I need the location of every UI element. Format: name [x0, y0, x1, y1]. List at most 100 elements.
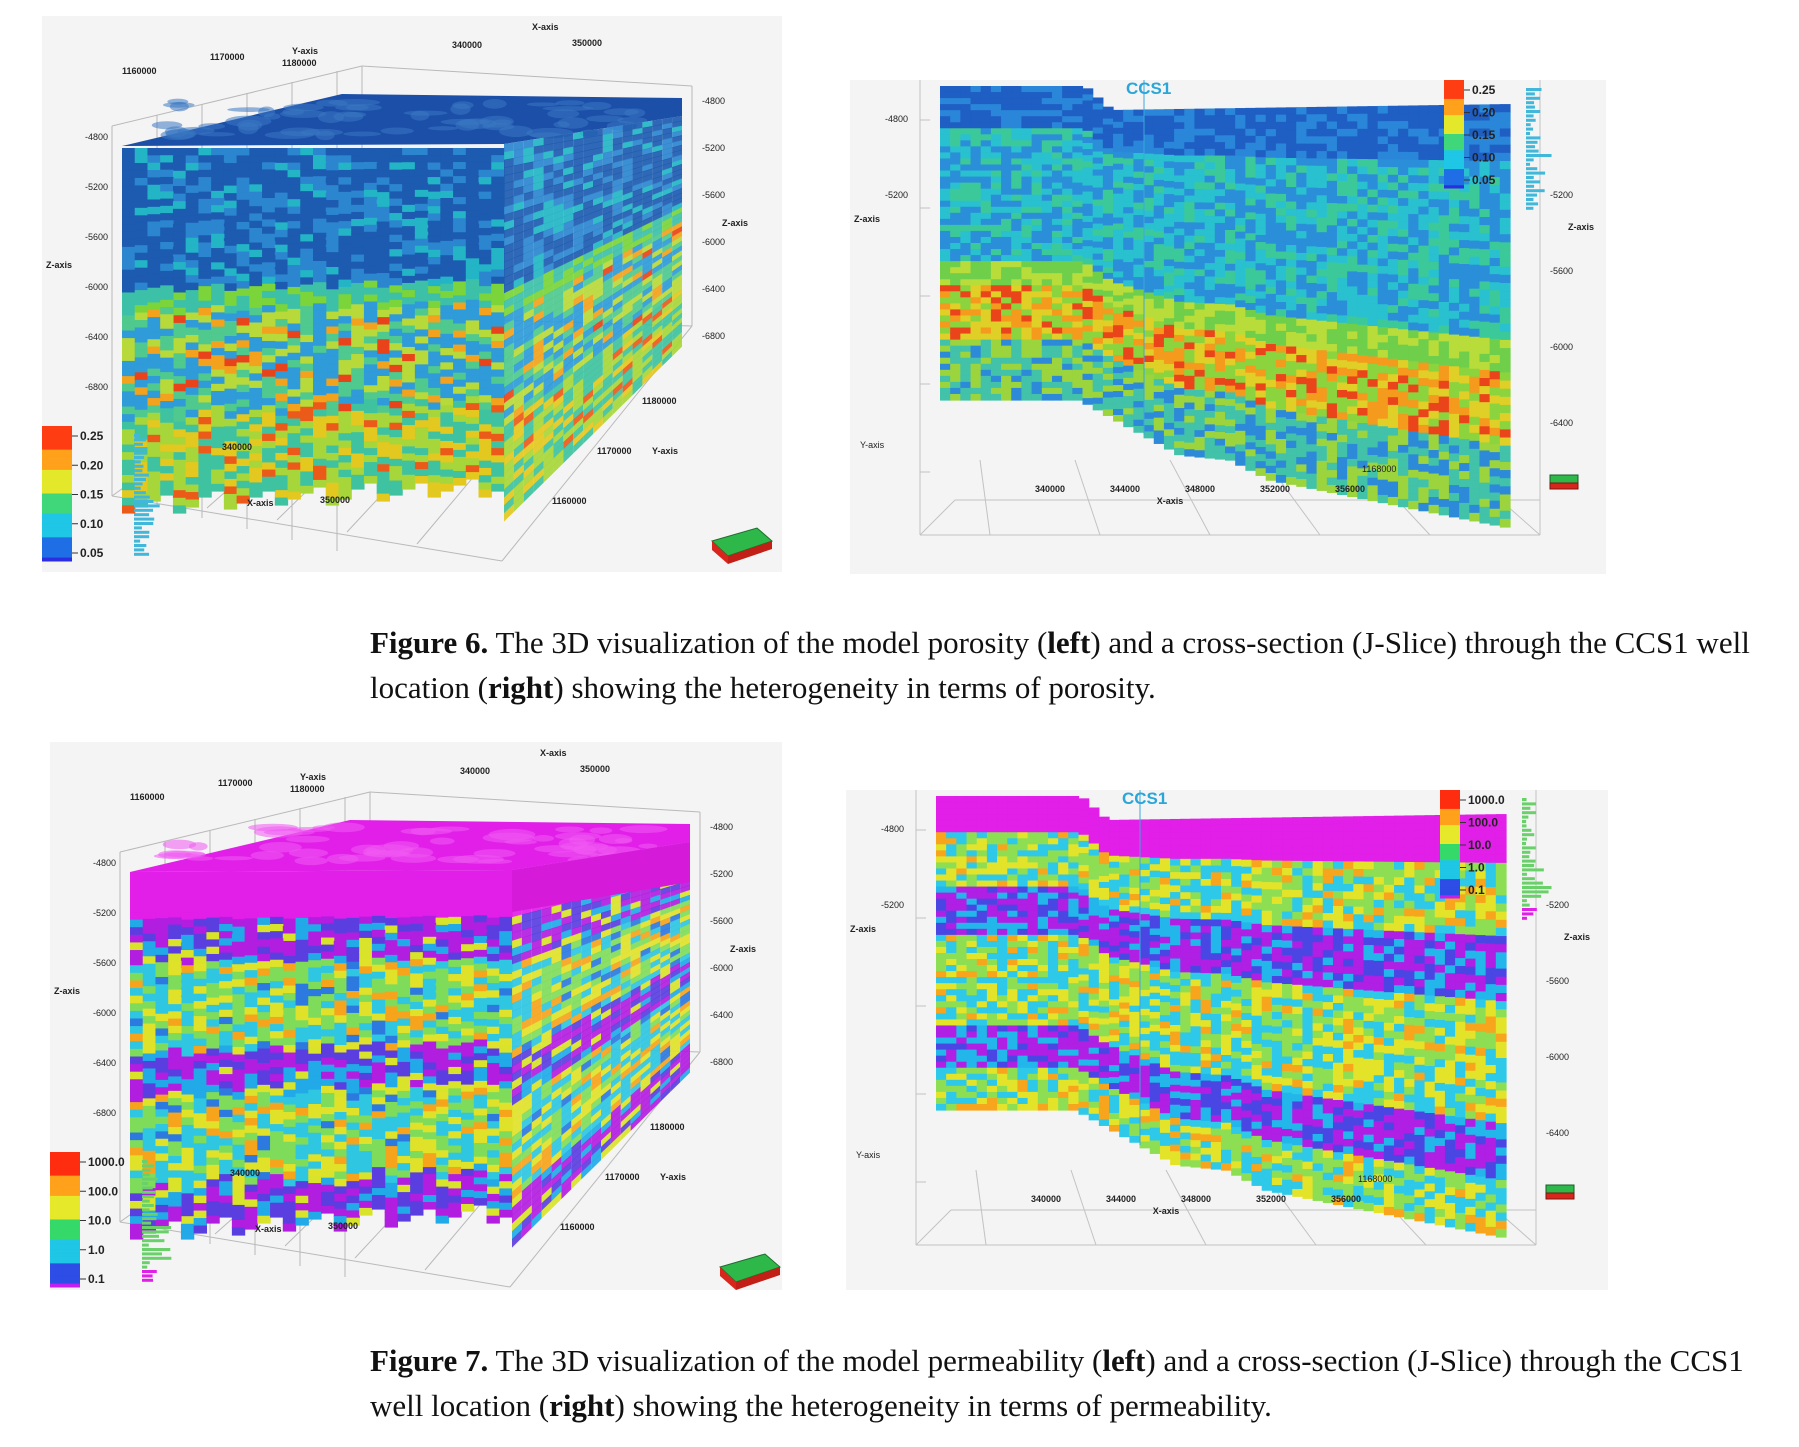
section-cell: [1214, 263, 1226, 271]
model-cell: [543, 164, 554, 175]
model-cell: [211, 326, 225, 335]
section-cell: [1194, 322, 1206, 331]
model-cell: [122, 414, 136, 423]
model-cell: [414, 168, 429, 177]
section-cell: [1153, 179, 1165, 187]
model-cell: [642, 369, 653, 386]
section-cell: [1204, 189, 1216, 197]
model-cell: [523, 447, 534, 465]
model-cell: [632, 122, 643, 131]
model-cell: [338, 265, 352, 273]
section-cell: [990, 375, 1002, 383]
model-cell: [583, 281, 593, 295]
section-cell: [1336, 263, 1348, 272]
model-cell: [513, 163, 524, 174]
section-cell: [1387, 458, 1399, 467]
model-cell: [274, 304, 289, 313]
section-cell: [950, 291, 961, 298]
section-cell: [1102, 385, 1114, 393]
section-cell: [1041, 351, 1053, 359]
model-cell: [543, 395, 554, 411]
model-cell: [612, 340, 623, 355]
model-cell: [249, 249, 263, 258]
section-cell: [1235, 279, 1246, 288]
model-cell: [465, 154, 480, 163]
model-cell: [642, 194, 653, 205]
section-cell: [1102, 124, 1114, 131]
section-cell: [1367, 341, 1379, 350]
section-cell: [1387, 397, 1399, 406]
section-cell: [940, 267, 951, 274]
model-cell: [662, 221, 673, 233]
section-cell: [1143, 185, 1155, 193]
section-cell: [1377, 250, 1389, 260]
section-cell: [940, 152, 951, 160]
colorbar-label: 0.05: [80, 546, 104, 560]
section-cell: [960, 86, 972, 93]
section-cell: [1265, 286, 1277, 295]
section-cell: [1398, 128, 1409, 138]
model-cell: [389, 162, 403, 171]
model-cell: [612, 264, 623, 278]
model-cell: [632, 357, 643, 373]
section-cell: [1153, 237, 1165, 245]
model-cell: [351, 197, 365, 206]
section-cell: [1123, 292, 1134, 300]
model-cell: [325, 497, 340, 506]
section-cell: [990, 381, 1002, 389]
model-cell: [160, 213, 174, 221]
section-cell: [1265, 258, 1277, 266]
section-cell: [1357, 166, 1369, 175]
model-cell: [583, 363, 593, 379]
model-cell: [300, 212, 314, 221]
model-cell: [563, 213, 574, 225]
section-cell: [980, 194, 992, 202]
section-cell: [1184, 269, 1196, 277]
section-cell: [1326, 462, 1338, 471]
section-cell: [970, 212, 982, 220]
top-surface-texture: [342, 111, 367, 118]
section-cell: [1031, 387, 1043, 395]
section-cell: [990, 273, 1002, 280]
section-cell: [1011, 381, 1023, 389]
colorbar-segment: [42, 439, 72, 444]
model-cell: [376, 250, 390, 259]
model-cell: [325, 148, 340, 157]
model-cell: [573, 365, 584, 381]
model-cell: [363, 266, 378, 275]
model-cell: [478, 431, 492, 440]
model-cell: [563, 419, 574, 436]
model-cell: [211, 219, 225, 228]
section-cell: [1133, 221, 1145, 229]
section-cell: [1041, 357, 1053, 365]
model-cell: [351, 446, 365, 455]
section-cell: [1316, 320, 1328, 329]
section-cell: [1326, 247, 1338, 256]
model-cell: [573, 287, 584, 301]
section-cell: [1347, 368, 1358, 378]
model-cell: [583, 218, 593, 230]
section-cell: [950, 369, 961, 377]
model-cell: [553, 285, 564, 298]
section-cell: [1245, 323, 1257, 332]
model-cell: [351, 425, 365, 433]
model-cell: [642, 258, 653, 271]
section-cell: [1113, 361, 1124, 368]
model-cell: [642, 120, 653, 129]
section-cell: [1062, 122, 1073, 129]
model-cell: [122, 201, 136, 210]
section-cell: [1102, 201, 1114, 209]
section-cell: [1377, 144, 1389, 153]
model-cell: [122, 178, 136, 187]
model-cell: [652, 237, 663, 249]
section-cell: [1225, 378, 1236, 387]
model-cell: [185, 290, 199, 299]
model-cell: [612, 189, 623, 200]
model-cell: [523, 139, 534, 150]
section-cell: [1326, 210, 1338, 219]
section-cell: [1051, 327, 1063, 335]
model-cell: [287, 360, 301, 368]
model-cell: [642, 263, 653, 277]
model-cell: [593, 202, 603, 213]
section-cell: [1082, 197, 1094, 205]
